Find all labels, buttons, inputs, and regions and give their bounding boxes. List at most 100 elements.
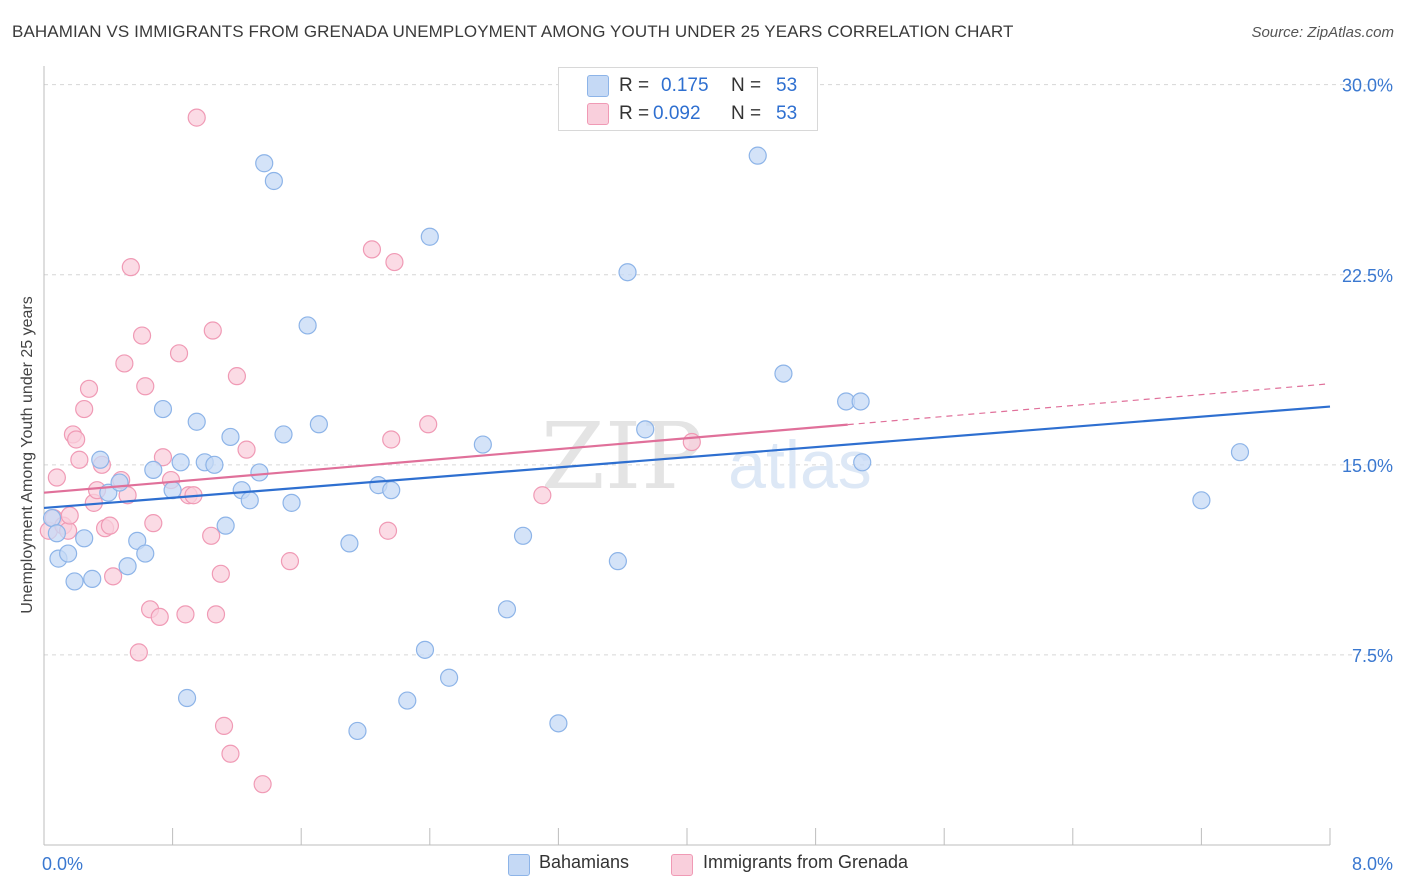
- grenada-point: [70, 450, 89, 469]
- grenada-point: [129, 643, 148, 662]
- grenada-point: [280, 552, 300, 571]
- bahamian-point: [748, 146, 767, 165]
- stats-legend: R = 0.175 N = 53 R = 0.092 N = 53: [558, 67, 818, 131]
- bahamian-point: [75, 529, 94, 548]
- grenada-legend-label: Immigrants from Grenada: [703, 852, 909, 872]
- bahamian-point: [398, 691, 417, 710]
- n-label: N =: [731, 75, 762, 96]
- bahamian-point: [153, 399, 173, 419]
- r-value: 0.092: [653, 103, 701, 124]
- grenada-point: [169, 344, 189, 363]
- gridlines: [44, 84, 1380, 656]
- bahamian-point: [65, 572, 84, 591]
- bahamian-point: [83, 569, 102, 588]
- r-value: 0.175: [661, 75, 709, 96]
- grenada-point: [136, 377, 155, 396]
- grenada-point: [419, 415, 438, 434]
- bahamian-point: [205, 455, 224, 474]
- bahamian-point: [473, 435, 492, 454]
- grenada-point: [144, 514, 163, 533]
- grenada-point: [115, 354, 134, 373]
- bahamian-point: [110, 473, 129, 492]
- bahamian-point: [47, 524, 66, 543]
- grenada-point: [533, 486, 552, 505]
- grenada-trend-line: [43, 423, 848, 494]
- grenada-point: [227, 367, 246, 386]
- bahamian-point: [177, 688, 197, 708]
- axes: [43, 66, 1331, 846]
- grenada-point: [237, 440, 256, 459]
- grenada-point: [121, 258, 140, 277]
- n-label: N =: [731, 103, 762, 124]
- grenada-point: [206, 605, 226, 624]
- r-label: R =: [619, 75, 650, 96]
- bahamian-point: [144, 460, 163, 480]
- bahamians-swatch: [587, 75, 609, 97]
- bahamian-point: [250, 463, 269, 482]
- grenada-point: [362, 240, 382, 259]
- tick-labels: 7.5% 15.0% 22.5% 30.0% 0.0% 8.0%: [42, 76, 1393, 874]
- watermark-atlas: atlas: [728, 427, 872, 503]
- bahamian-point: [171, 453, 190, 472]
- bahamian-point: [340, 534, 359, 553]
- x-tick-label: 0.0%: [42, 854, 83, 874]
- grenada-point: [150, 607, 169, 627]
- bahamian-point: [221, 427, 240, 447]
- chart-title: BAHAMIAN VS IMMIGRANTS FROM GRENADA UNEM…: [12, 22, 1014, 41]
- grenada-point: [104, 567, 123, 586]
- grenada-point: [221, 744, 240, 763]
- bahamian-point: [853, 453, 872, 472]
- grenada-point: [153, 448, 173, 467]
- grenada-point: [382, 430, 401, 449]
- bahamian-point: [91, 450, 110, 469]
- bahamian-point: [1192, 491, 1211, 510]
- bahamian-point: [636, 420, 655, 439]
- grenada-point: [682, 432, 701, 452]
- grenada-swatch: [587, 103, 609, 125]
- grenada-trend-line-dashed: [847, 383, 1331, 426]
- bahamian-point: [549, 714, 568, 733]
- bahamian-point: [439, 668, 459, 687]
- bahamian-point: [240, 491, 259, 510]
- grenada-point: [67, 430, 86, 449]
- bahamian-point: [216, 516, 235, 535]
- y-tick-label: 15.0%: [1342, 456, 1393, 476]
- grenada-point: [385, 252, 404, 272]
- grenada-point: [203, 321, 222, 340]
- bahamian-point: [298, 316, 317, 335]
- grenada-point: [253, 775, 272, 794]
- bahamian-point: [163, 481, 182, 500]
- grenada-point: [60, 506, 79, 525]
- x-tick-label: 8.0%: [1352, 854, 1393, 874]
- grenada-legend-swatch: [671, 854, 693, 876]
- bahamian-point: [618, 263, 637, 282]
- grenada-point: [100, 516, 120, 535]
- bahamian-point: [415, 640, 435, 659]
- grenada-point: [214, 716, 234, 735]
- bahamian-point: [851, 392, 870, 411]
- bahamian-point: [309, 415, 328, 434]
- bahamian-point: [1230, 443, 1250, 462]
- y-tick-label: 22.5%: [1342, 266, 1393, 286]
- bahamian-point: [420, 227, 439, 246]
- bahamians-legend-swatch: [508, 854, 530, 876]
- bahamian-point: [774, 364, 793, 383]
- grenada-point: [176, 605, 195, 624]
- grenada-point: [79, 379, 99, 398]
- grenada-point: [75, 399, 94, 419]
- bahamian-point: [497, 600, 517, 619]
- bahamian-point: [255, 154, 274, 173]
- y-tick-label: 30.0%: [1342, 76, 1393, 96]
- source-label: Source: ZipAtlas.com: [1251, 24, 1394, 41]
- grenada-point: [202, 526, 221, 545]
- bahamians-trend-line: [43, 405, 1331, 510]
- grenada-point: [211, 564, 230, 583]
- n-value: 53: [776, 103, 798, 124]
- bahamian-point: [513, 526, 533, 545]
- bahamian-point: [282, 493, 301, 512]
- bahamian-point: [274, 425, 293, 444]
- grenada-point: [187, 108, 206, 127]
- bahamian-point: [59, 544, 78, 563]
- n-value: 53: [776, 75, 798, 96]
